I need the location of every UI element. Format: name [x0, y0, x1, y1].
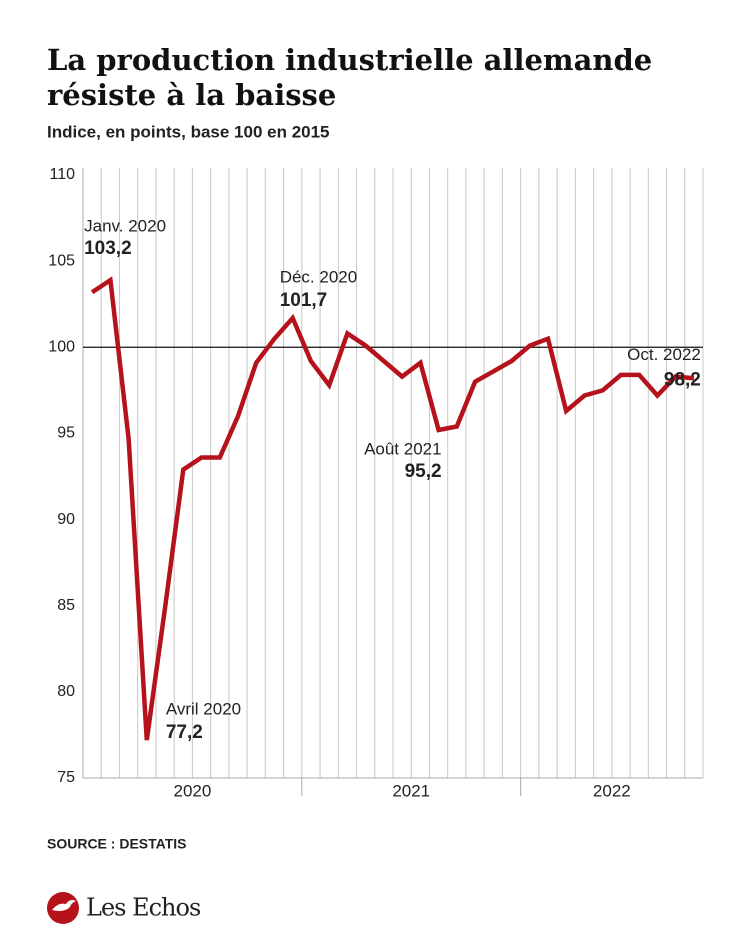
- annotation-title: Déc. 2020: [280, 267, 358, 286]
- y-tick-label: 95: [57, 425, 75, 442]
- value-label: 95,2: [405, 461, 442, 482]
- y-tick-label: 105: [48, 252, 75, 269]
- x-tick-label: 2020: [173, 781, 211, 800]
- brand: Les Echos: [86, 894, 201, 922]
- annotation-title: Avril 2020: [166, 700, 241, 719]
- annotation-title: Août 2021: [364, 439, 442, 458]
- y-tick-label: 110: [49, 166, 75, 183]
- y-tick-label: 75: [57, 769, 75, 786]
- line: [90, 276, 695, 741]
- value-label: 103,2: [84, 238, 132, 259]
- y-tick-label: 90: [57, 511, 75, 528]
- annotation-title: Oct. 2022: [627, 345, 701, 364]
- x-tick-label: 2021: [392, 781, 430, 800]
- y-tick-label: 80: [57, 683, 75, 700]
- value-label: 101,7: [280, 290, 328, 311]
- value-label: 77,2: [166, 722, 203, 743]
- chart-title: résiste à la baisse: [47, 78, 336, 112]
- logo-bird: [52, 900, 76, 911]
- y-tick-label: 85: [57, 597, 75, 614]
- subtitle: Indice, en points, base 100 en 2015: [47, 122, 330, 141]
- source: SOURCE : DESTATIS: [47, 836, 187, 852]
- y-tick-label: 100: [48, 339, 75, 356]
- x-tick-label: 2022: [593, 781, 631, 800]
- chart-title: La production industrielle allemande: [47, 43, 652, 77]
- annotation-title: Janv. 2020: [84, 217, 166, 236]
- value-label: 98,2: [664, 369, 701, 390]
